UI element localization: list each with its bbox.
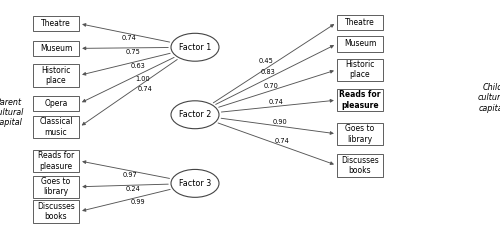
- Text: Theatre: Theatre: [345, 18, 375, 27]
- FancyBboxPatch shape: [337, 154, 384, 177]
- Text: Discusses
books: Discusses books: [341, 156, 379, 175]
- Text: Goes to
library: Goes to library: [346, 124, 374, 144]
- Text: Museum: Museum: [40, 44, 72, 53]
- FancyBboxPatch shape: [33, 176, 79, 198]
- Text: Reads for
pleasure: Reads for pleasure: [38, 151, 74, 171]
- Text: Museum: Museum: [344, 39, 376, 48]
- FancyBboxPatch shape: [337, 58, 384, 81]
- Text: Opera: Opera: [44, 99, 68, 108]
- FancyBboxPatch shape: [33, 64, 79, 87]
- Text: Reads for
pleasure: Reads for pleasure: [339, 90, 381, 110]
- Ellipse shape: [171, 33, 219, 61]
- FancyBboxPatch shape: [337, 89, 384, 111]
- FancyBboxPatch shape: [337, 123, 384, 145]
- Text: 0.24: 0.24: [126, 186, 140, 192]
- Text: Factor 3: Factor 3: [179, 179, 211, 188]
- Text: 0.90: 0.90: [273, 119, 287, 125]
- Text: Classical
music: Classical music: [39, 117, 73, 137]
- Ellipse shape: [171, 101, 219, 129]
- Text: Factor 2: Factor 2: [179, 110, 211, 119]
- FancyBboxPatch shape: [33, 116, 79, 138]
- Text: Factor 1: Factor 1: [179, 43, 211, 52]
- Text: Historic
place: Historic place: [346, 60, 374, 79]
- Text: 0.45: 0.45: [259, 58, 274, 64]
- FancyBboxPatch shape: [337, 36, 384, 52]
- Text: 0.70: 0.70: [264, 83, 278, 89]
- FancyBboxPatch shape: [33, 200, 79, 223]
- Text: 0.63: 0.63: [130, 63, 145, 69]
- Text: 0.83: 0.83: [261, 69, 276, 75]
- Text: Historic
place: Historic place: [42, 66, 70, 85]
- FancyBboxPatch shape: [33, 150, 79, 172]
- Text: 0.74: 0.74: [122, 35, 137, 41]
- FancyBboxPatch shape: [33, 41, 79, 56]
- FancyBboxPatch shape: [337, 15, 384, 30]
- Text: 0.75: 0.75: [125, 49, 140, 55]
- Text: 0.97: 0.97: [122, 172, 137, 178]
- FancyBboxPatch shape: [33, 16, 79, 31]
- Text: 0.99: 0.99: [130, 199, 145, 205]
- Text: Goes to
library: Goes to library: [42, 177, 70, 196]
- Text: Parent
cultural
capital: Parent cultural capital: [0, 98, 24, 127]
- Text: 1.00: 1.00: [135, 76, 150, 82]
- Text: Child
cultural
capital: Child cultural capital: [478, 83, 500, 113]
- Text: 0.74: 0.74: [138, 86, 152, 92]
- Text: 0.74: 0.74: [268, 99, 283, 105]
- Ellipse shape: [171, 169, 219, 197]
- Text: Discusses
books: Discusses books: [37, 202, 75, 221]
- FancyBboxPatch shape: [33, 96, 79, 111]
- Text: 0.74: 0.74: [274, 137, 289, 144]
- Text: Theatre: Theatre: [41, 19, 71, 28]
